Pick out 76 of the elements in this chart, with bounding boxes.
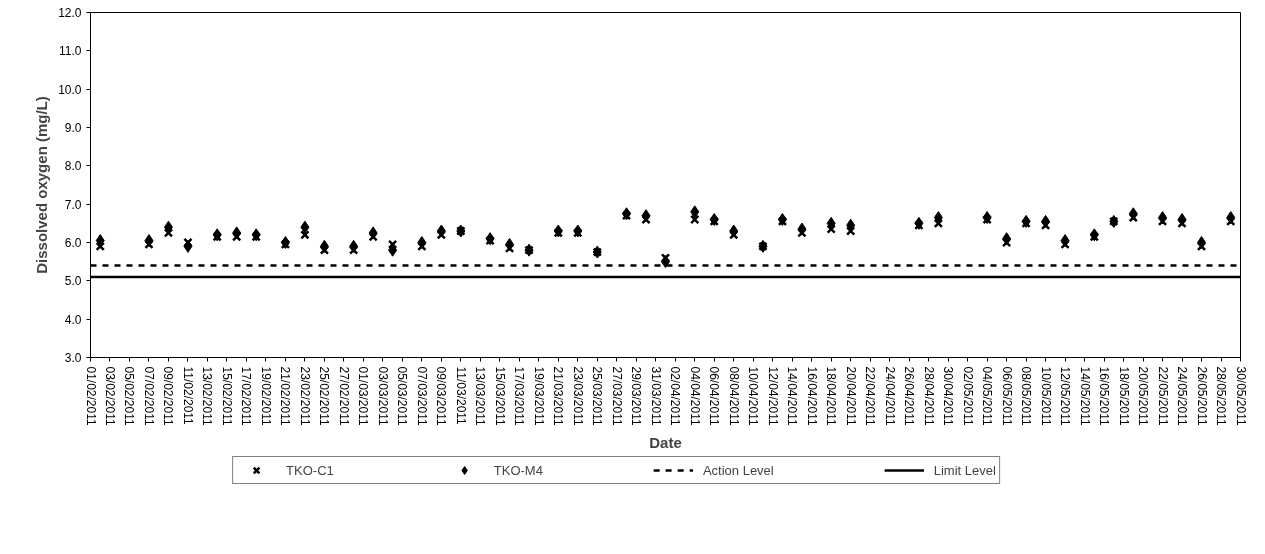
x-tick-label: 21/02/2011	[278, 366, 293, 426]
x-tick-label: 09/02/2011	[161, 366, 176, 426]
x-tick-label: 25/03/2011	[590, 366, 605, 426]
x-tick-label: 22/04/2011	[863, 366, 878, 426]
x-tick-label: 21/03/2011	[551, 366, 566, 426]
x-tick-label: 05/02/2011	[122, 366, 137, 426]
legend-label: TKO-M4	[493, 462, 543, 478]
x-tick-label: 03/03/2011	[375, 366, 390, 426]
x-tick-label: 22/05/2011	[1155, 366, 1170, 426]
x-tick-label: 06/05/2011	[999, 366, 1014, 426]
x-tick-label: 14/05/2011	[1077, 366, 1092, 426]
x-tick-label: 10/04/2011	[746, 366, 761, 426]
x-tick-label: 17/02/2011	[239, 366, 254, 426]
x-tick-label: 28/05/2011	[1214, 366, 1229, 426]
y-tick-label: 9.0	[64, 121, 82, 135]
x-tick-label: 28/04/2011	[921, 366, 936, 426]
x-tick-label: 20/04/2011	[843, 366, 858, 426]
x-tick-label: 18/05/2011	[1116, 366, 1131, 426]
x-axis-title: Date	[649, 433, 682, 451]
x-tick-label: 16/05/2011	[1097, 366, 1112, 426]
x-tick-label: 30/04/2011	[941, 366, 956, 426]
x-tick-label: 25/02/2011	[317, 366, 332, 426]
x-tick-label: 09/03/2011	[434, 366, 449, 426]
x-tick-label: 19/02/2011	[258, 366, 273, 426]
y-tick-label: 3.0	[64, 351, 82, 365]
x-tick-label: 26/04/2011	[902, 366, 917, 426]
y-tick-label: 11.0	[59, 44, 82, 59]
x-tick-label: 23/02/2011	[297, 366, 312, 426]
x-tick-label: 27/02/2011	[336, 366, 351, 426]
x-tick-label: 24/04/2011	[882, 366, 897, 426]
y-tick-label: 6.0	[64, 236, 82, 250]
x-tick-label: 30/05/2011	[1233, 366, 1248, 426]
y-tick-label: 7.0	[64, 197, 82, 212]
x-tick-label: 05/03/2011	[395, 366, 410, 426]
x-tick-label: 31/03/2011	[648, 366, 663, 426]
x-tick-label: 23/03/2011	[570, 366, 585, 426]
x-tick-label: 06/04/2011	[707, 366, 722, 426]
legend-label: TKO-C1	[286, 462, 334, 478]
y-axis-title: Dissolved oxygen (mg/L)	[33, 96, 51, 274]
x-tick-label: 12/04/2011	[765, 366, 780, 426]
x-tick-label: 10/05/2011	[1038, 366, 1053, 426]
legend-label: Action Level	[702, 462, 774, 478]
legend-label: Limit Level	[933, 462, 996, 478]
y-tick-label: 4.0	[64, 312, 82, 327]
x-tick-label: 16/04/2011	[804, 366, 819, 426]
x-tick-label: 20/05/2011	[1136, 366, 1151, 426]
y-tick-label: 12.0	[58, 6, 82, 20]
x-tick-label: 18/04/2011	[824, 366, 839, 426]
x-tick-label: 19/03/2011	[531, 366, 546, 426]
x-tick-label: 26/05/2011	[1194, 366, 1209, 426]
x-tick-label: 04/05/2011	[980, 366, 995, 426]
x-tick-label: 02/04/2011	[668, 366, 683, 426]
x-tick-label: 17/03/2011	[512, 366, 527, 426]
x-tick-label: 24/05/2011	[1175, 366, 1190, 426]
x-tick-label: 15/02/2011	[219, 366, 234, 426]
x-tick-label: 14/04/2011	[785, 366, 800, 426]
x-tick-label: 11/02/2011	[180, 366, 195, 426]
x-tick-label: 29/03/2011	[629, 366, 644, 426]
y-tick-label: 5.0	[64, 274, 82, 289]
x-tick-label: 04/04/2011	[687, 366, 702, 426]
x-tick-label: 27/03/2011	[609, 366, 624, 426]
x-tick-label: 07/02/2011	[141, 366, 156, 426]
x-tick-label: 15/03/2011	[492, 366, 507, 426]
x-tick-label: 11/03/2011	[453, 366, 468, 426]
x-tick-label: 08/05/2011	[1019, 366, 1034, 426]
y-tick-label: 8.0	[64, 159, 82, 174]
x-tick-label: 03/02/2011	[102, 366, 117, 426]
x-tick-label: 07/03/2011	[414, 366, 429, 426]
x-tick-label: 12/05/2011	[1058, 366, 1073, 426]
x-tick-label: 01/02/2011	[83, 366, 98, 426]
x-tick-label: 13/02/2011	[200, 366, 215, 426]
x-tick-label: 13/03/2011	[473, 366, 488, 426]
y-tick-label: 10.0	[58, 82, 82, 97]
x-tick-label: 01/03/2011	[356, 366, 371, 426]
x-tick-label: 08/04/2011	[726, 366, 741, 426]
x-tick-label: 02/05/2011	[960, 366, 975, 426]
